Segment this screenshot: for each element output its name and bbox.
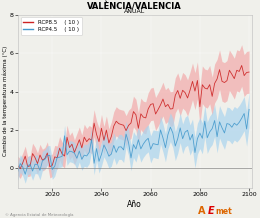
Text: E: E [208,206,214,216]
Legend: RCP8.5    ( 10 ), RCP4.5    ( 10 ): RCP8.5 ( 10 ), RCP4.5 ( 10 ) [21,17,82,35]
Y-axis label: Cambio de la temperatura máxima (°C): Cambio de la temperatura máxima (°C) [3,46,8,156]
Text: A: A [198,206,205,216]
Text: met: met [216,207,232,216]
X-axis label: Año: Año [127,200,142,209]
Text: © Agencia Estatal de Meteorología: © Agencia Estatal de Meteorología [5,213,74,217]
Title: VALÈNCIA/VALENCIA: VALÈNCIA/VALENCIA [87,3,182,12]
Text: ANUAL: ANUAL [124,9,145,14]
